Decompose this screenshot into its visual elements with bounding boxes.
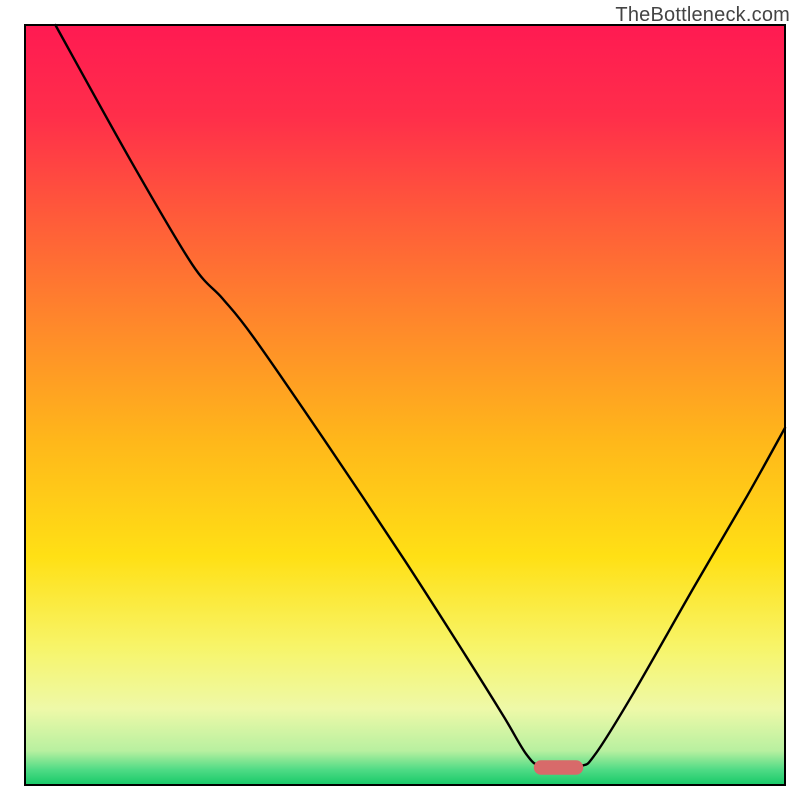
optimal-range-marker	[534, 760, 583, 774]
plot-background	[25, 25, 785, 785]
watermark-text: TheBottleneck.com	[615, 4, 790, 27]
chart-svg	[0, 0, 800, 800]
bottleneck-chart	[0, 0, 800, 800]
